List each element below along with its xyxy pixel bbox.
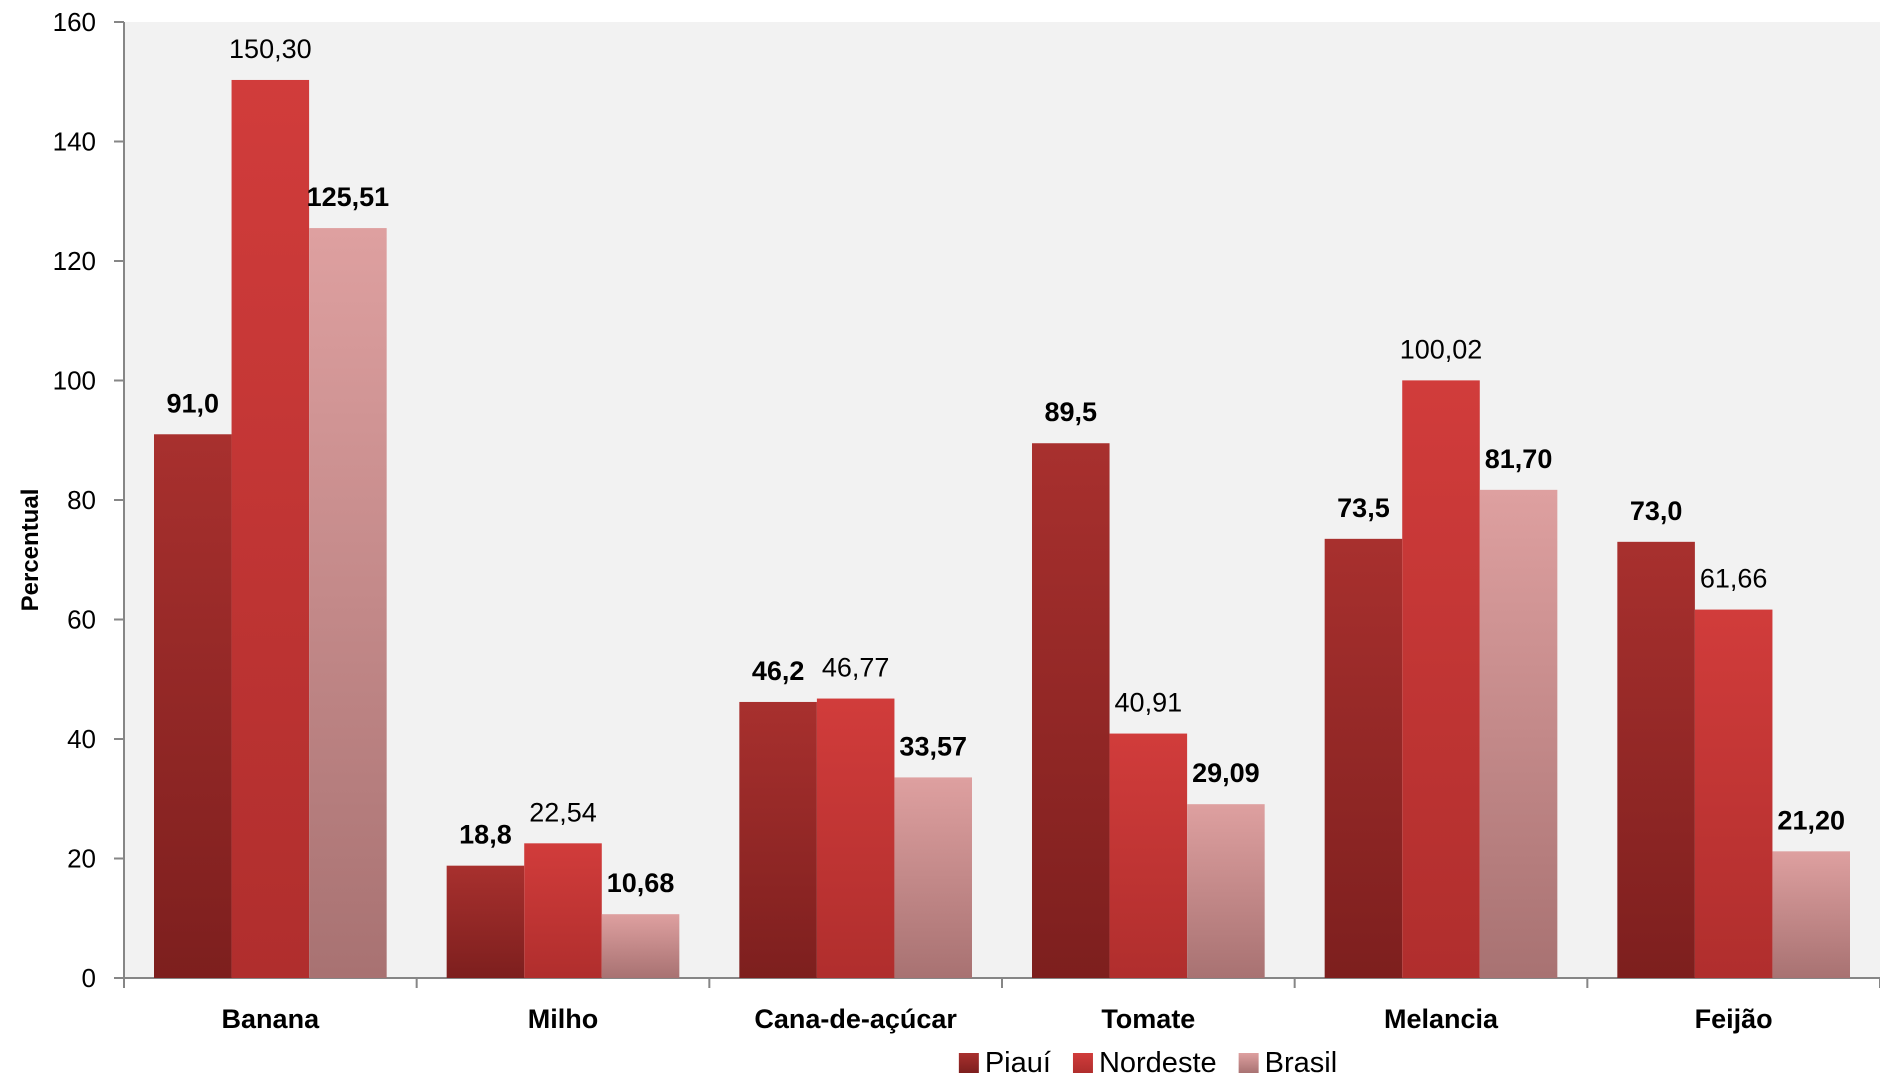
- data-label: 46,77: [822, 653, 890, 683]
- data-label: 73,5: [1337, 493, 1390, 523]
- data-label: 46,2: [752, 656, 805, 686]
- data-label: 73,0: [1630, 496, 1683, 526]
- bar-nordeste: [816, 698, 895, 978]
- bar-nordeste: [231, 79, 310, 978]
- bars: [153, 79, 1851, 978]
- bar-piau: [1031, 443, 1110, 978]
- y-tick-label: 140: [53, 127, 96, 157]
- data-label: 81,70: [1485, 444, 1553, 474]
- bar-brasil: [894, 777, 973, 978]
- bar-nordeste: [1402, 380, 1480, 978]
- data-label: 91,0: [166, 388, 219, 418]
- data-labels: 91,0 150,30 125,51 18,8 22,54 10,68 46,2 46,77 3…: [166, 34, 1845, 898]
- bar-brasil: [1772, 851, 1851, 978]
- y-tick-label: 20: [67, 844, 96, 874]
- category-label: Feijão: [1695, 1004, 1773, 1034]
- legend-label: Brasil: [1265, 1047, 1338, 1079]
- y-axis-title: Percentual: [17, 489, 44, 612]
- data-label: 18,8: [459, 820, 512, 850]
- bar-piau: [446, 865, 525, 978]
- y-tick-label: 80: [67, 485, 96, 515]
- data-label: 89,5: [1044, 397, 1097, 427]
- legend-swatch: [1238, 1053, 1259, 1073]
- y-tick-label: 40: [67, 724, 96, 754]
- bar-piau: [1617, 541, 1695, 978]
- bar-brasil: [601, 914, 680, 978]
- data-label: 29,09: [1192, 758, 1260, 788]
- category-label: Melancia: [1384, 1004, 1499, 1034]
- category-label: Tomate: [1101, 1004, 1195, 1034]
- x-axis: Banana Milho Cana-de-açúcar Tomate Melancia F…: [123, 977, 1880, 1034]
- bar-nordeste: [1694, 609, 1773, 978]
- legend-swatch: [958, 1053, 979, 1073]
- data-label: 61,66: [1700, 564, 1768, 594]
- bar-piau: [1324, 538, 1403, 978]
- bar-nordeste: [524, 843, 602, 978]
- data-label: 40,91: [1115, 688, 1183, 718]
- legend-label: Nordeste: [1099, 1047, 1217, 1079]
- y-tick-label: 120: [53, 246, 96, 276]
- y-tick-label: 100: [53, 366, 96, 396]
- bar-piau: [153, 434, 232, 978]
- y-tick-label: 160: [53, 7, 96, 37]
- y-axis: 0 20 40 60 80 100 120 140 160: [53, 7, 125, 993]
- bar-brasil: [1187, 804, 1265, 978]
- bar-brasil: [1479, 489, 1558, 978]
- data-label: 10,68: [607, 868, 675, 898]
- legend-label: Piauí: [985, 1047, 1051, 1079]
- bar-piau: [739, 701, 817, 978]
- legend-item: Nordeste: [1072, 1047, 1217, 1079]
- category-label: Banana: [222, 1004, 321, 1034]
- y-tick-label: 0: [82, 963, 96, 993]
- data-label: 125,51: [307, 182, 390, 212]
- data-label: 100,02: [1400, 334, 1483, 364]
- y-tick-label: 60: [67, 605, 96, 635]
- legend-item: Brasil: [1238, 1047, 1338, 1079]
- legend-item: Piauí: [958, 1047, 1051, 1079]
- data-label: 21,20: [1777, 805, 1845, 835]
- legend-swatch: [1072, 1053, 1093, 1073]
- category-label: Cana-de-açúcar: [754, 1004, 957, 1034]
- data-label: 22,54: [529, 797, 597, 827]
- legend: Piauí Nordeste Brasil: [958, 1047, 1338, 1079]
- data-label: 33,57: [899, 731, 967, 761]
- data-label: 150,30: [229, 34, 312, 64]
- bar-brasil: [309, 228, 387, 978]
- plot-area: [124, 22, 1880, 978]
- bar-nordeste: [1109, 733, 1188, 978]
- category-label: Milho: [528, 1004, 598, 1034]
